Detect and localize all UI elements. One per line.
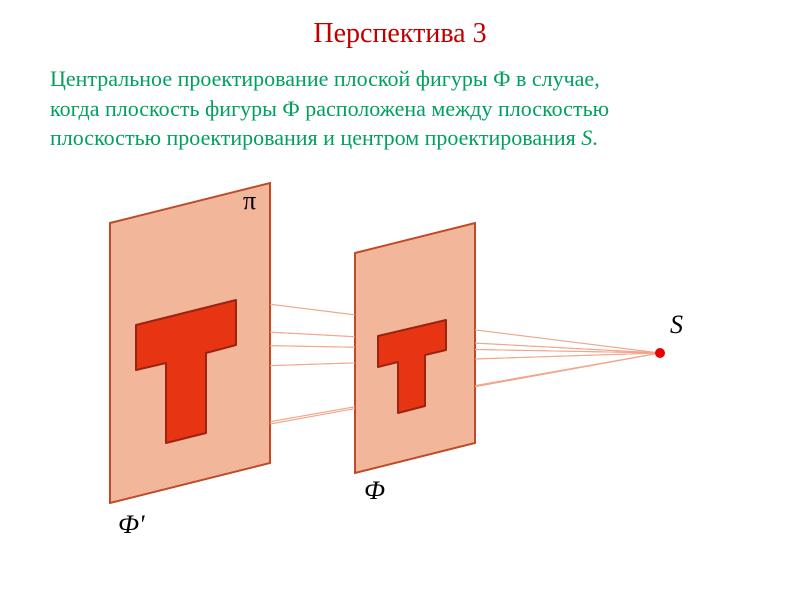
description-period: .	[592, 125, 598, 150]
label-phi-prime: Ф'	[118, 510, 145, 539]
projection-diagram: π Ф' Ф S	[0, 153, 800, 573]
description-line-2: когда плоскость фигуры Ф расположена меж…	[50, 96, 609, 121]
label-center-S: S	[670, 310, 683, 339]
description-line-3: плоскостью проектирования и центром прое…	[50, 125, 581, 150]
title-text: Перспектива 3	[313, 18, 486, 49]
label-pi: π	[243, 186, 256, 215]
projection-center-point	[655, 348, 665, 358]
label-phi: Ф	[364, 476, 385, 505]
description-italic-S: S	[581, 125, 592, 150]
page-title: Перспектива 3	[0, 18, 800, 50]
diagram-container: π Ф' Ф S	[0, 153, 800, 573]
description-block: Центральное проектирование плоской фигур…	[50, 64, 750, 153]
description-line-1: Центральное проектирование плоской фигур…	[50, 66, 600, 91]
